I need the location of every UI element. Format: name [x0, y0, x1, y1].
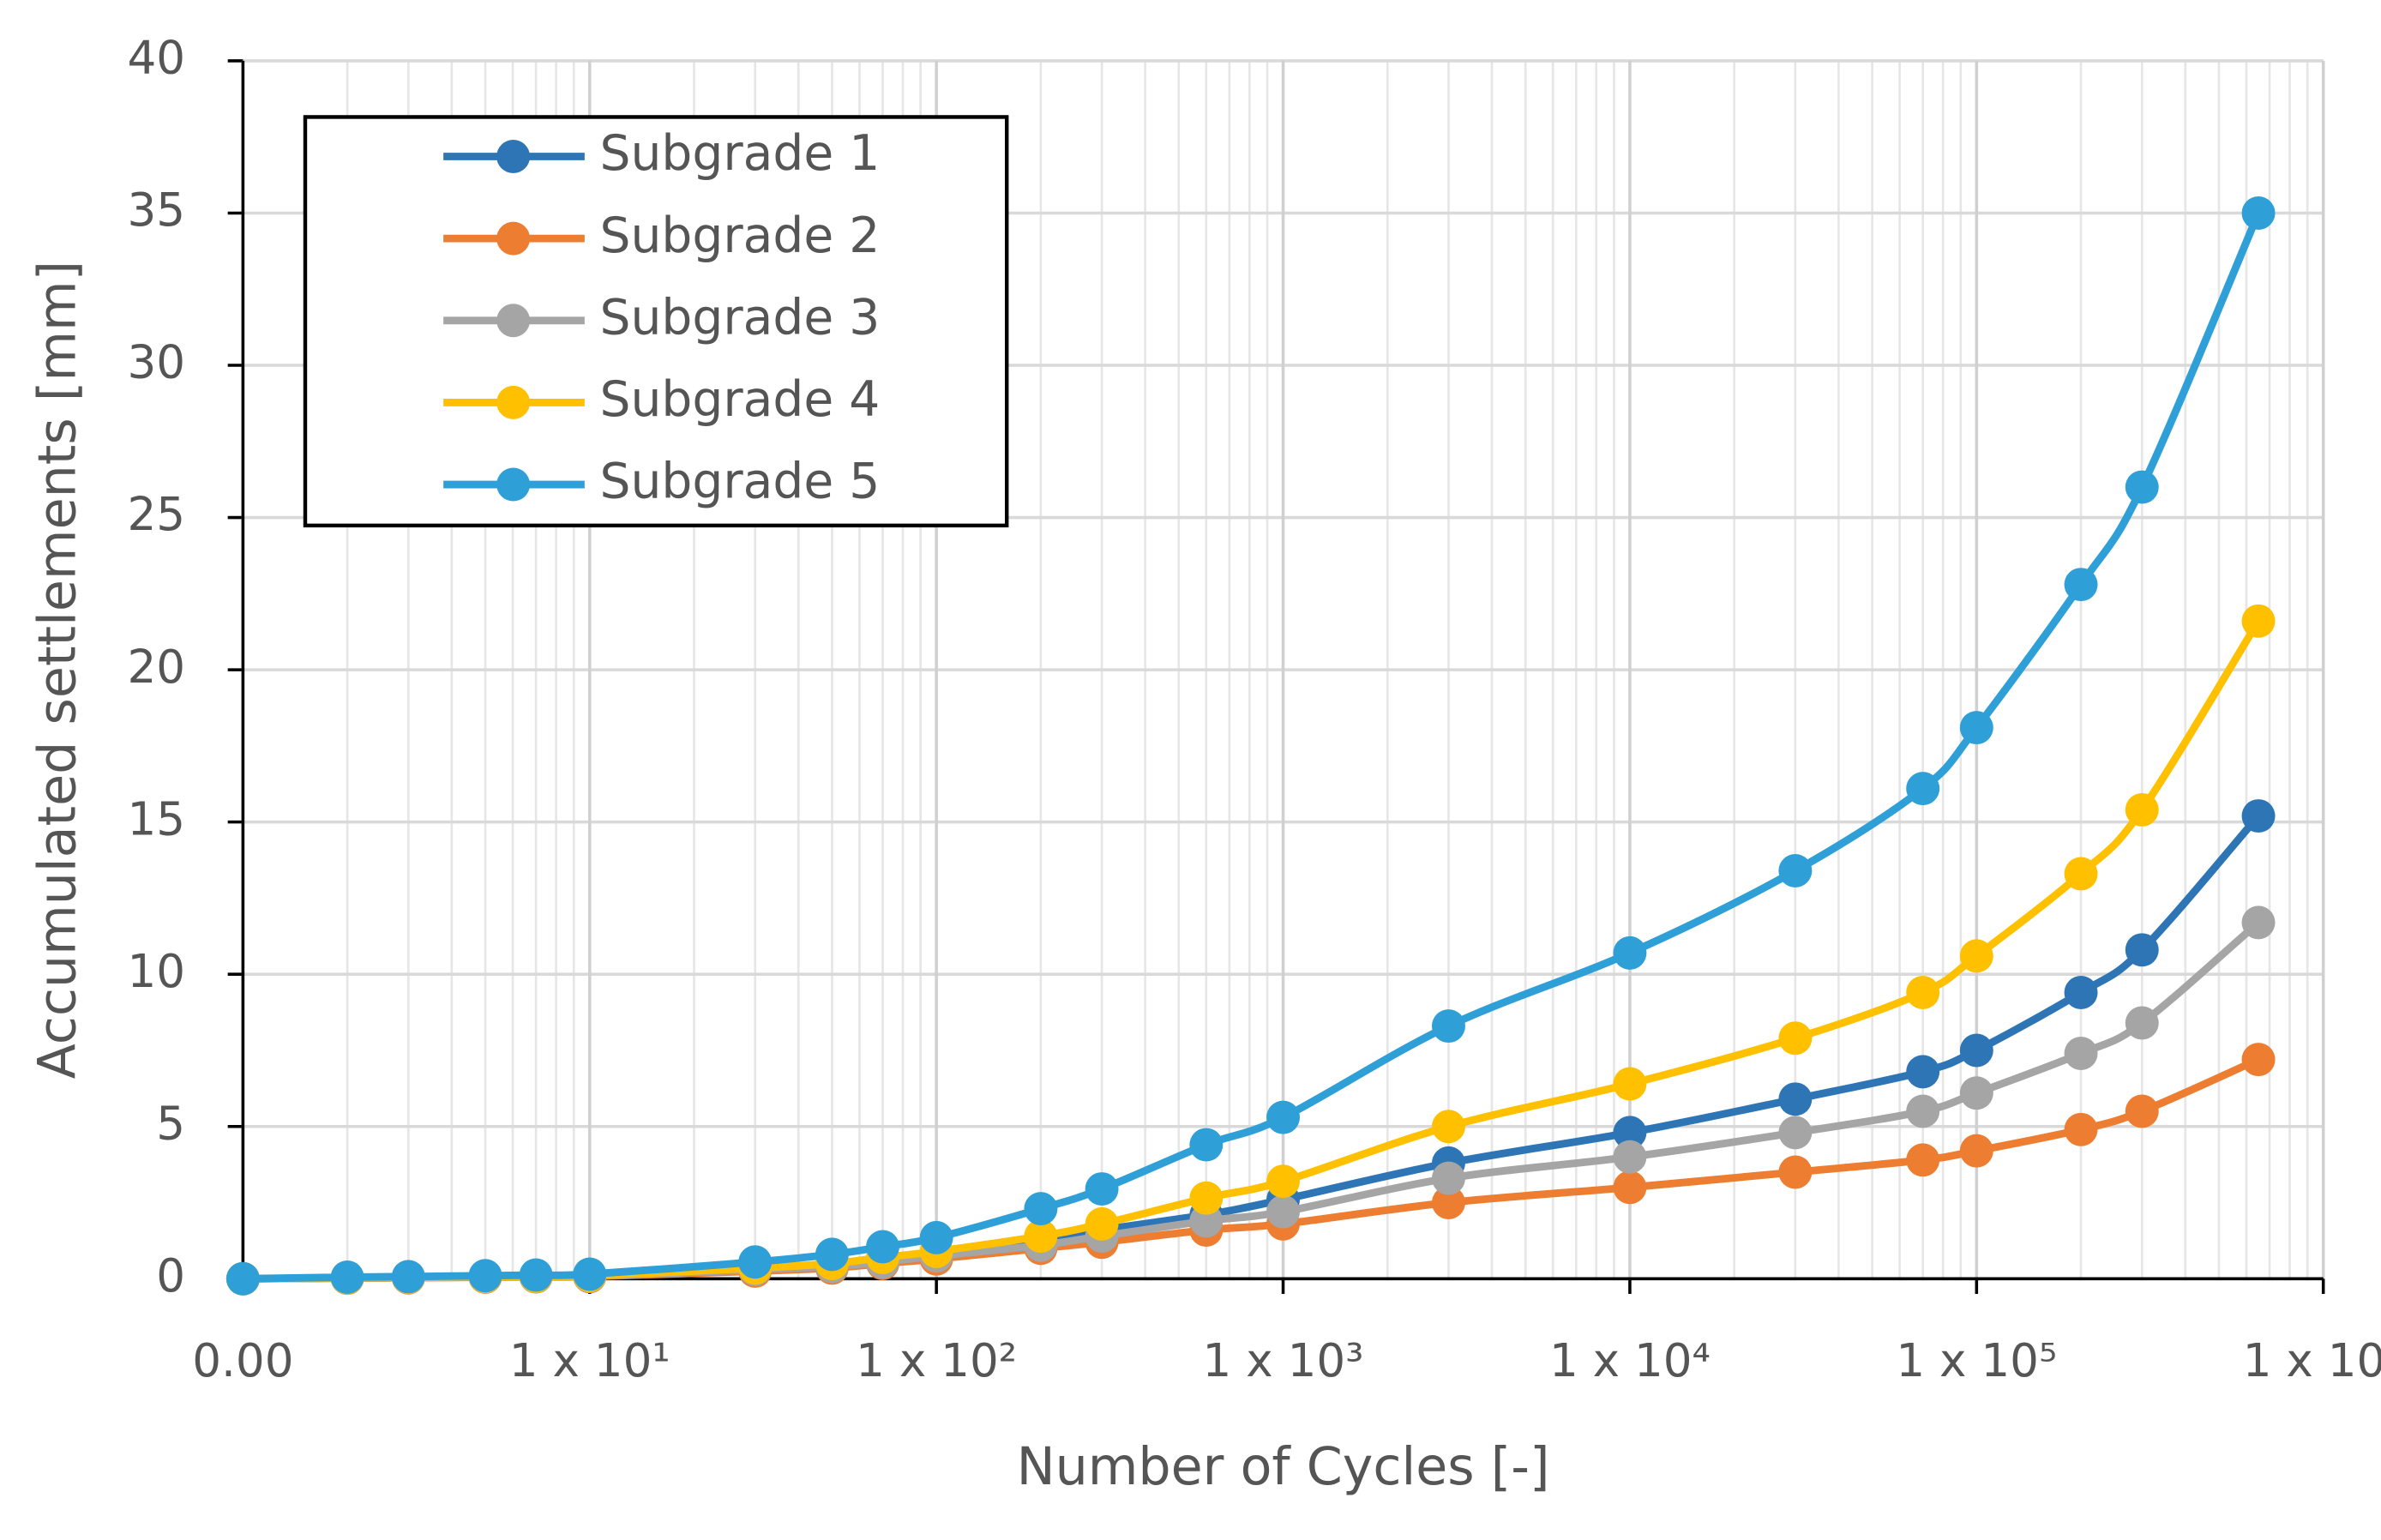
data-point [2064, 976, 2098, 1009]
data-point [1778, 1155, 1813, 1189]
legend-label: Subgrade 2 [600, 208, 881, 264]
data-point [1024, 1219, 1058, 1254]
data-point [1189, 1128, 1224, 1162]
data-point [2064, 1112, 2098, 1146]
data-point [2064, 1037, 2098, 1071]
data-point [2125, 1006, 2159, 1040]
series-line [243, 618, 2262, 1283]
series-line [243, 1056, 2260, 1283]
data-point [1085, 1206, 1119, 1241]
data-point [866, 1230, 899, 1264]
data-point [1778, 1116, 1813, 1150]
legend-marker [496, 467, 531, 502]
data-point [468, 1259, 502, 1293]
legend-marker [496, 221, 531, 256]
data-point [1431, 1110, 1465, 1144]
x-tick-label: 1 x 10⁵ [1896, 1334, 2057, 1387]
data-point [1959, 711, 1993, 745]
legend-label: Subgrade 1 [600, 125, 881, 182]
data-point [2241, 604, 2276, 638]
data-point [1959, 939, 1993, 973]
data-point [738, 1245, 773, 1279]
data-point [1266, 1100, 1301, 1134]
y-tick-label: 10 [127, 945, 185, 998]
data-point [2125, 792, 2159, 827]
data-point [225, 1261, 260, 1296]
data-point [1613, 1116, 1647, 1150]
x-tick-label: 0.00 [192, 1334, 293, 1387]
legend-label: Subgrade 4 [600, 371, 881, 428]
data-point [1959, 1134, 1993, 1168]
data-point [1778, 1021, 1813, 1056]
data-point [2125, 933, 2159, 967]
data-point [1959, 1033, 1993, 1068]
data-point [1906, 1094, 1940, 1128]
data-point [1906, 976, 1940, 1009]
data-point [1024, 1192, 1058, 1226]
data-point [1906, 772, 1940, 806]
data-point [815, 1237, 849, 1272]
data-point [1613, 1170, 1647, 1205]
data-point [1431, 1186, 1465, 1220]
data-point [1778, 1082, 1813, 1116]
y-tick-label: 15 [127, 792, 185, 845]
data-point [2241, 799, 2276, 833]
data-point [2241, 1043, 2276, 1077]
data-point [1613, 935, 1647, 970]
data-point [1778, 853, 1813, 887]
y-tick-label: 25 [127, 488, 185, 541]
data-point [2241, 196, 2276, 230]
data-point [1613, 1140, 1647, 1174]
legend-marker [496, 304, 531, 338]
data-point [1613, 1067, 1647, 1101]
data-point [2125, 470, 2159, 504]
series-line [243, 813, 2262, 1283]
data-point [1085, 1172, 1119, 1206]
y-tick-label: 20 [127, 641, 185, 694]
data-point [2241, 905, 2276, 940]
data-point [573, 1257, 607, 1291]
data-point [391, 1260, 425, 1294]
x-tick-label: 1 x 10⁶ [2243, 1334, 2381, 1387]
data-point [1266, 1194, 1301, 1229]
data-point [1959, 1076, 1993, 1110]
y-tick-label: 35 [127, 183, 185, 237]
y-tick-label: 5 [156, 1097, 185, 1150]
data-point [1906, 1055, 1940, 1089]
x-axis-label: Number of Cycles [-] [1017, 1437, 1550, 1497]
legend-label: Subgrade 3 [600, 289, 881, 346]
legend-marker [496, 385, 531, 419]
x-tick-label: 1 x 10¹ [509, 1334, 670, 1387]
y-axis-label: Accumulated settlements [mm] [27, 261, 87, 1079]
x-tick-label: 1 x 10³ [1203, 1334, 1364, 1387]
data-point [1431, 1009, 1465, 1044]
data-point [1431, 1161, 1465, 1195]
data-point [2064, 568, 2098, 602]
data-point [519, 1258, 553, 1292]
legend-label: Subgrade 5 [600, 454, 881, 510]
data-point [1189, 1204, 1224, 1238]
data-point [919, 1220, 953, 1254]
legend-marker [496, 140, 531, 173]
y-tick-label: 0 [156, 1249, 185, 1302]
x-tick-label: 1 x 10² [856, 1334, 1017, 1387]
legend-box [303, 115, 1009, 528]
data-point [1189, 1181, 1224, 1215]
x-tick-label: 1 x 10⁴ [1549, 1334, 1711, 1387]
data-point [1906, 1143, 1940, 1177]
data-point [2064, 857, 2098, 891]
y-tick-label: 30 [127, 336, 185, 389]
y-tick-label: 40 [127, 32, 185, 85]
data-point [330, 1260, 364, 1295]
data-point [1266, 1164, 1301, 1199]
data-point [2125, 1094, 2159, 1128]
